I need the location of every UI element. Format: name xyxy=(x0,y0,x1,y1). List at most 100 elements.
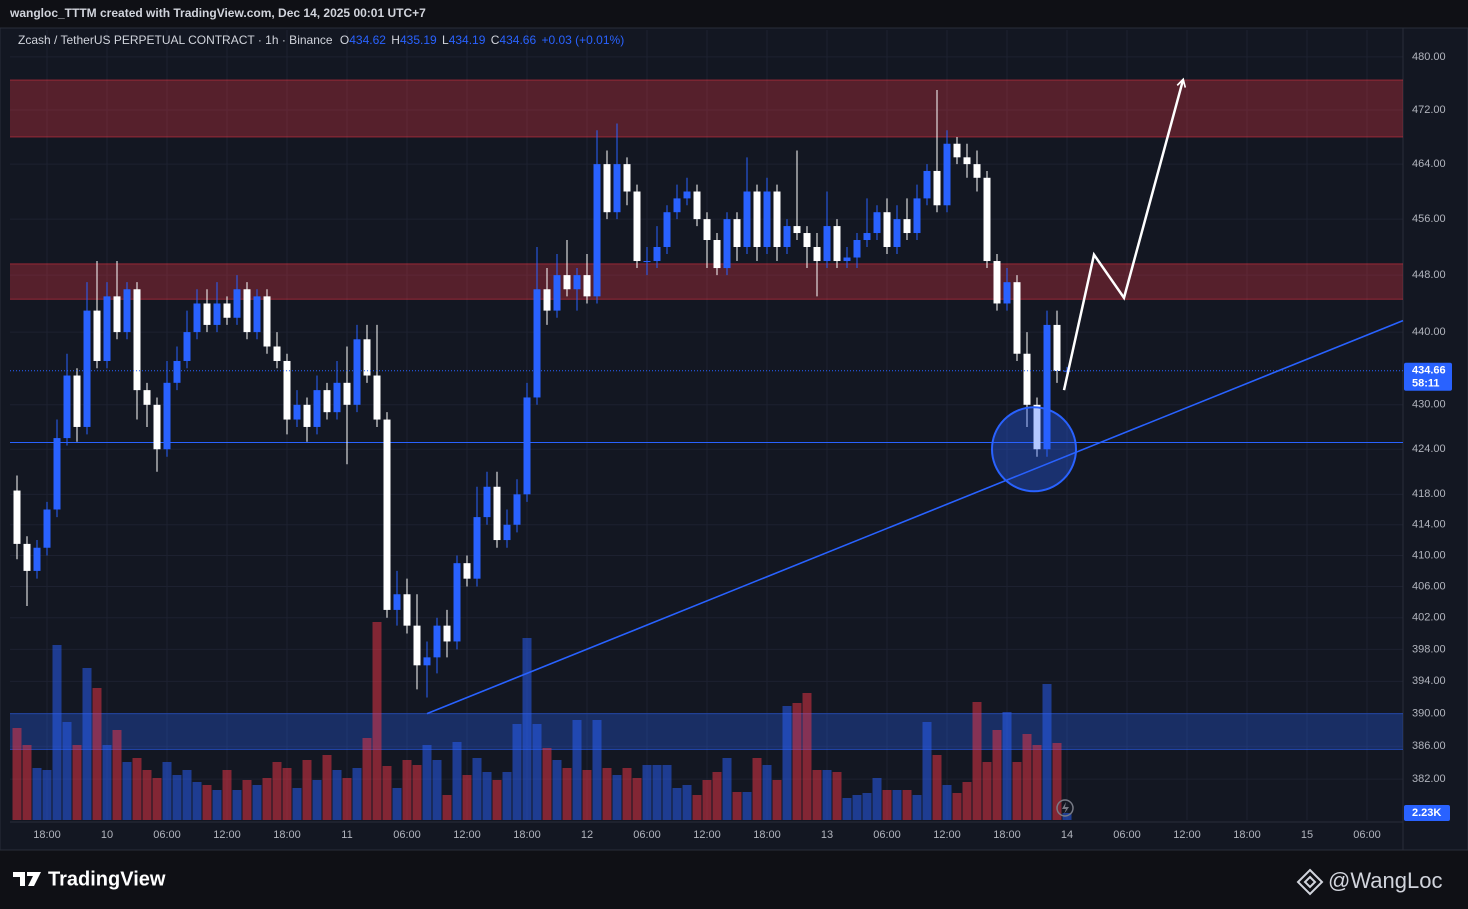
brand-logo: TradingView xyxy=(13,868,166,890)
ohlc-letter: O xyxy=(340,33,349,47)
volume-bar xyxy=(242,780,252,820)
candle-body xyxy=(373,375,381,420)
y-tick-label: 414.00 xyxy=(1412,519,1446,531)
candle-body xyxy=(93,310,101,361)
candle-body xyxy=(183,332,191,361)
ohlc-letter: C xyxy=(491,33,500,47)
y-tick-label: 448.00 xyxy=(1412,269,1446,281)
volume-bar xyxy=(962,782,972,820)
plot xyxy=(10,28,1404,850)
volume-bar xyxy=(502,772,512,820)
candle-body xyxy=(913,198,921,234)
volume-bar xyxy=(1002,712,1012,820)
candle-body xyxy=(643,261,651,263)
candle-body xyxy=(543,289,551,311)
x-tick-label: 11 xyxy=(341,829,352,841)
candle-body xyxy=(883,212,891,247)
volume-bar xyxy=(572,720,582,820)
volume-bar xyxy=(412,765,422,820)
volume-bar xyxy=(932,755,942,820)
candle-body xyxy=(393,594,401,610)
volume-bar xyxy=(692,795,702,820)
author-icon xyxy=(1296,868,1324,896)
y-tick-label: 464.00 xyxy=(1412,158,1446,170)
price-label: 434.66 xyxy=(1412,365,1446,377)
candle-body xyxy=(263,296,271,347)
x-tick-label: 12:00 xyxy=(693,829,721,841)
x-tick-label: 12:00 xyxy=(1173,829,1201,841)
volume-bar xyxy=(452,742,462,820)
volume-bar xyxy=(712,772,722,820)
ohlc-letter: L xyxy=(442,33,449,47)
volume-bar xyxy=(622,768,632,820)
volume-bar xyxy=(42,770,52,820)
author: @WangLoc xyxy=(1328,868,1442,893)
candle-body xyxy=(343,382,351,405)
candle-body xyxy=(923,170,931,199)
candle-body xyxy=(13,490,21,544)
volume-bar xyxy=(842,798,852,820)
volume-bar xyxy=(582,770,592,820)
candle-body xyxy=(493,486,501,541)
candle-body xyxy=(723,219,731,269)
volume-bar xyxy=(742,792,752,820)
ohlc-value: 434.66 xyxy=(499,33,536,47)
volume-bar xyxy=(632,778,642,820)
volume-bar xyxy=(432,760,442,820)
volume-bar xyxy=(812,770,822,820)
candle-body xyxy=(43,509,51,548)
volume-bar xyxy=(132,758,142,820)
candle-body xyxy=(773,191,781,247)
candle-body xyxy=(203,303,211,325)
candle-body xyxy=(853,240,861,258)
volume-bar xyxy=(72,745,82,820)
volume-bar xyxy=(662,765,672,820)
author-mark: @WangLoc xyxy=(1296,868,1442,896)
volume-bar xyxy=(192,782,202,820)
change: +0.03 (+0.01%) xyxy=(541,33,624,47)
candle-body xyxy=(1013,282,1021,354)
volume-bar xyxy=(462,775,472,820)
volume-bar xyxy=(302,760,312,820)
candle-body xyxy=(323,390,331,413)
candle-body xyxy=(443,625,451,642)
volume-bar xyxy=(252,785,262,820)
ohlc-letter: H xyxy=(391,33,400,47)
y-tick-label: 402.00 xyxy=(1412,612,1446,624)
candle-body xyxy=(673,198,681,213)
candle-body xyxy=(833,226,841,262)
candle-body xyxy=(933,170,941,206)
candle-body xyxy=(253,296,261,333)
volume-bar xyxy=(482,772,492,820)
candle-body xyxy=(963,157,971,165)
chart-panel xyxy=(0,27,1468,851)
volume-bar xyxy=(762,765,772,820)
volume-bar xyxy=(1012,762,1022,820)
volume-bar xyxy=(892,790,902,820)
x-tick-label: 18:00 xyxy=(753,829,781,841)
volume-bar xyxy=(102,745,112,820)
candle-body xyxy=(423,657,431,666)
y-tick-label: 456.00 xyxy=(1412,213,1446,225)
x-tick-label: 18:00 xyxy=(513,829,541,841)
candle-body xyxy=(823,226,831,262)
x-tick-label: 06:00 xyxy=(153,829,181,841)
candle-body xyxy=(813,246,821,262)
zone xyxy=(10,263,1403,300)
volume-bar xyxy=(22,745,32,820)
candle-body xyxy=(463,563,471,579)
x-tick-label: 18:00 xyxy=(1233,829,1261,841)
candle-body xyxy=(533,289,541,398)
volume-bar xyxy=(402,760,412,820)
highlight xyxy=(991,406,1077,493)
volume-bar xyxy=(122,762,132,820)
volume-bar xyxy=(152,778,162,820)
candle-body xyxy=(243,289,251,333)
volume-bar xyxy=(752,758,762,820)
x-tick-label: 12 xyxy=(581,829,593,841)
candle-body xyxy=(793,226,801,234)
volume-bar xyxy=(392,788,402,820)
volume-bar xyxy=(512,724,522,820)
candle-body xyxy=(283,360,291,420)
candle-body xyxy=(293,404,301,420)
